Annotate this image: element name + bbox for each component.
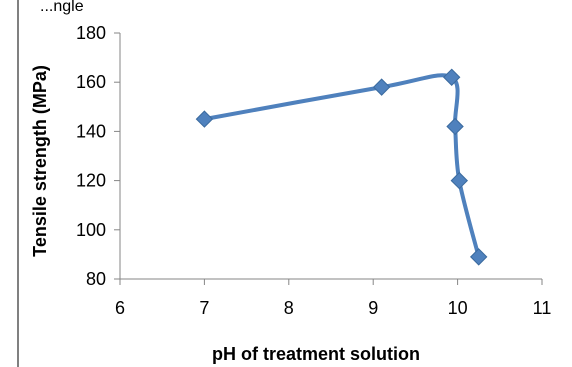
y-tick-label: 140 [76, 121, 106, 141]
y-tick-label: 180 [76, 23, 106, 43]
y-tick-label: 120 [76, 171, 106, 191]
header-caption-fragment: ...ngle [40, 0, 84, 15]
plot-series [195, 68, 488, 266]
data-point-marker [195, 110, 214, 128]
data-point-marker [442, 68, 461, 86]
data-point-marker [372, 78, 391, 96]
data-point-marker [446, 117, 464, 136]
data-point-marker [450, 171, 468, 190]
x-tick-label: 6 [115, 298, 125, 318]
y-tick-label: 100 [76, 220, 106, 240]
x-tick-label: 10 [448, 298, 468, 318]
x-tick-label: 7 [199, 298, 209, 318]
data-point-marker [469, 248, 488, 266]
y-axis-title: Tensile strength (MPa) [30, 65, 50, 257]
x-axis-ticks: 6 7 8 9 10 11 [115, 279, 551, 318]
x-axis-title: pH of treatment solution [212, 344, 420, 364]
x-tick-label: 11 [533, 298, 552, 318]
y-axis-ticks: 80 100 120 140 160 180 [76, 23, 120, 289]
header-caption-text: ...ngle [40, 0, 84, 15]
x-tick-label: 8 [284, 298, 294, 318]
y-tick-label: 160 [76, 72, 106, 92]
y-tick-label: 80 [86, 269, 106, 289]
x-tick-label: 9 [368, 298, 378, 318]
series-line [202, 73, 481, 259]
